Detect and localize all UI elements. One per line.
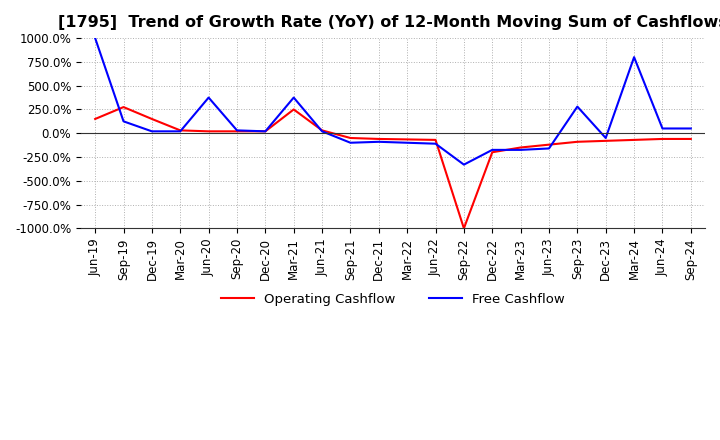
Line: Free Cashflow: Free Cashflow — [95, 38, 690, 165]
Operating Cashflow — [488, 150, 497, 155]
Free Cashflow — [658, 126, 667, 131]
Free Cashflow — [120, 119, 128, 124]
Operating Cashflow — [233, 128, 241, 134]
Free Cashflow — [573, 104, 582, 109]
Free Cashflow — [630, 55, 639, 60]
Operating Cashflow — [516, 145, 525, 150]
Operating Cashflow — [91, 116, 99, 121]
Free Cashflow — [261, 128, 270, 134]
Operating Cashflow — [374, 136, 383, 142]
Free Cashflow — [346, 140, 355, 145]
Free Cashflow — [289, 95, 298, 100]
Free Cashflow — [601, 136, 610, 141]
Operating Cashflow — [289, 107, 298, 112]
Operating Cashflow — [658, 136, 667, 142]
Free Cashflow — [544, 146, 553, 151]
Operating Cashflow — [601, 138, 610, 143]
Free Cashflow — [686, 126, 695, 131]
Free Cashflow — [176, 128, 184, 134]
Operating Cashflow — [686, 136, 695, 142]
Operating Cashflow — [544, 142, 553, 147]
Operating Cashflow — [176, 128, 184, 133]
Operating Cashflow — [630, 137, 639, 143]
Free Cashflow — [204, 95, 213, 100]
Line: Operating Cashflow: Operating Cashflow — [95, 107, 690, 228]
Free Cashflow — [374, 139, 383, 144]
Operating Cashflow — [431, 137, 440, 143]
Free Cashflow — [403, 140, 412, 145]
Operating Cashflow — [403, 137, 412, 142]
Legend: Operating Cashflow, Free Cashflow: Operating Cashflow, Free Cashflow — [215, 288, 570, 311]
Operating Cashflow — [459, 226, 468, 231]
Free Cashflow — [233, 128, 241, 133]
Free Cashflow — [516, 147, 525, 153]
Operating Cashflow — [318, 128, 326, 133]
Operating Cashflow — [120, 104, 128, 110]
Operating Cashflow — [346, 136, 355, 141]
Free Cashflow — [459, 162, 468, 167]
Operating Cashflow — [204, 128, 213, 134]
Free Cashflow — [91, 36, 99, 41]
Free Cashflow — [488, 147, 497, 153]
Free Cashflow — [318, 128, 326, 134]
Operating Cashflow — [148, 116, 156, 121]
Free Cashflow — [431, 141, 440, 147]
Title: [1795]  Trend of Growth Rate (YoY) of 12-Month Moving Sum of Cashflows: [1795] Trend of Growth Rate (YoY) of 12-… — [58, 15, 720, 30]
Operating Cashflow — [573, 139, 582, 144]
Free Cashflow — [148, 128, 156, 134]
Operating Cashflow — [261, 128, 270, 134]
